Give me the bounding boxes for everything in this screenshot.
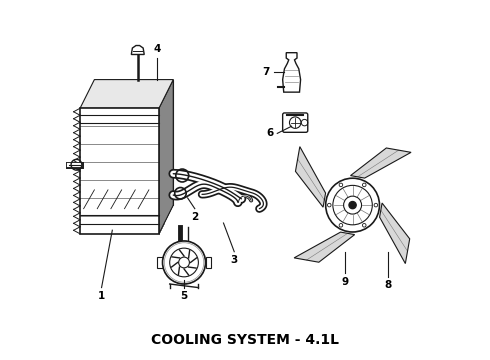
Text: 4: 4: [153, 45, 161, 54]
Text: 8: 8: [385, 280, 392, 291]
Circle shape: [339, 183, 343, 187]
Circle shape: [339, 224, 343, 227]
Circle shape: [327, 203, 331, 207]
Polygon shape: [283, 53, 300, 92]
Text: 2: 2: [191, 212, 198, 222]
Circle shape: [349, 202, 356, 209]
Text: 9: 9: [342, 277, 349, 287]
Circle shape: [163, 241, 205, 284]
Polygon shape: [350, 148, 411, 178]
Polygon shape: [80, 108, 159, 234]
Circle shape: [374, 203, 378, 207]
Polygon shape: [159, 80, 173, 234]
Circle shape: [363, 224, 366, 227]
Polygon shape: [380, 203, 410, 264]
Text: 1: 1: [98, 291, 105, 301]
Text: COOLING SYSTEM - 4.1L: COOLING SYSTEM - 4.1L: [151, 333, 339, 347]
Polygon shape: [295, 147, 325, 207]
FancyBboxPatch shape: [283, 113, 308, 132]
Text: 5: 5: [180, 291, 188, 301]
Polygon shape: [80, 80, 173, 108]
Polygon shape: [131, 45, 144, 54]
Polygon shape: [205, 257, 211, 268]
Polygon shape: [157, 257, 163, 268]
Text: 7: 7: [263, 67, 270, 77]
Polygon shape: [294, 232, 355, 262]
Circle shape: [363, 183, 366, 187]
Circle shape: [326, 178, 379, 232]
Text: 6: 6: [267, 129, 274, 138]
Text: 3: 3: [231, 255, 238, 265]
